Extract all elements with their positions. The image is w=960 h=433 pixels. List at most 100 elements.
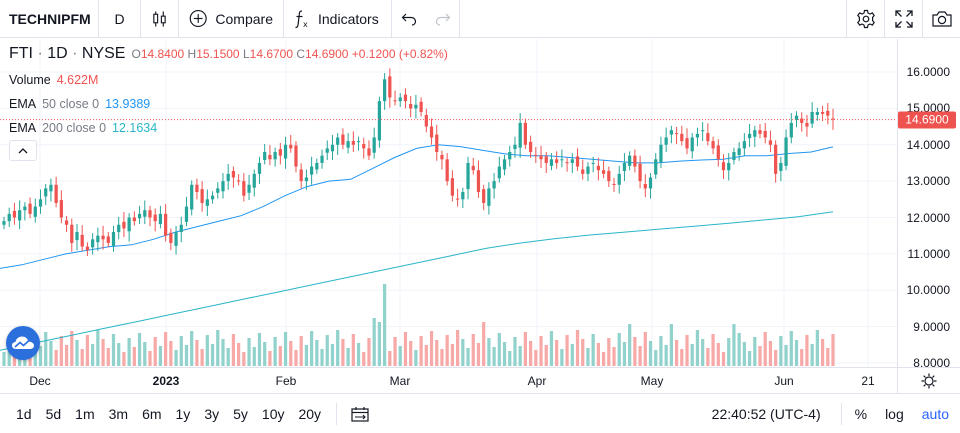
percent-toggle[interactable]: % xyxy=(854,406,868,422)
volume-bar xyxy=(210,344,215,366)
candle xyxy=(664,127,668,153)
candle xyxy=(784,129,788,171)
clock[interactable]: 22:40:52 (UTC-4) xyxy=(711,406,821,422)
redo-button[interactable] xyxy=(426,0,460,38)
indicators-button[interactable]: x Indicators xyxy=(284,0,392,38)
candle-body xyxy=(351,141,355,145)
candle-body xyxy=(278,149,282,156)
volume-bar xyxy=(325,335,329,366)
range-10y[interactable]: 10y xyxy=(261,406,285,422)
candle xyxy=(158,205,163,229)
range-1y[interactable]: 1y xyxy=(175,406,191,422)
candle xyxy=(289,134,293,153)
volume-bar xyxy=(685,335,689,366)
candle xyxy=(669,125,673,144)
range-6m[interactable]: 6m xyxy=(142,406,162,422)
cloud-chart-icon xyxy=(12,336,34,349)
candle xyxy=(523,118,527,150)
candle-body xyxy=(685,138,689,149)
range-5y[interactable]: 5y xyxy=(233,406,248,422)
volume-bar xyxy=(257,333,262,366)
candle-body xyxy=(143,210,147,217)
compare-button[interactable]: Compare xyxy=(179,0,284,38)
candle-body xyxy=(429,126,434,138)
candle xyxy=(789,113,793,144)
candle-body xyxy=(680,133,684,142)
volume-bar xyxy=(492,347,496,366)
volume-bar xyxy=(727,338,731,366)
volume-bar xyxy=(184,345,189,366)
candle xyxy=(263,144,267,165)
candle xyxy=(304,169,309,190)
legend-volume[interactable]: Volume 4.622M xyxy=(9,73,99,87)
candle xyxy=(779,156,783,182)
legend-ema200[interactable]: EMA 200 close 0 12.1634 xyxy=(9,121,158,135)
volume-bar xyxy=(195,340,199,366)
candle xyxy=(210,191,215,204)
log-toggle[interactable]: log xyxy=(885,406,904,422)
date-range-button[interactable] xyxy=(345,406,375,422)
auto-toggle[interactable]: auto xyxy=(921,406,949,422)
volume-bar xyxy=(539,336,543,366)
candle-body xyxy=(794,115,799,121)
volume-bar xyxy=(779,336,783,366)
range-5d[interactable]: 5d xyxy=(45,406,62,422)
interval-button[interactable]: D xyxy=(99,0,141,38)
candle-body xyxy=(424,114,428,127)
candle xyxy=(184,196,189,227)
candle-body xyxy=(784,137,788,166)
ema200-line xyxy=(0,211,834,351)
volume-bar xyxy=(669,324,673,366)
symbol-search-button[interactable]: TECHNIPFM xyxy=(0,0,99,38)
range-1d[interactable]: 1d xyxy=(16,406,32,422)
volume-bar xyxy=(596,343,600,366)
volume-bar xyxy=(80,349,84,366)
candle-body xyxy=(315,162,319,170)
axis-settings-button[interactable] xyxy=(897,368,960,394)
snapshot-button[interactable] xyxy=(922,0,960,38)
candle-body xyxy=(476,170,481,193)
candle xyxy=(80,225,84,251)
volume-bar xyxy=(127,338,131,366)
candle-body xyxy=(549,159,554,166)
candle xyxy=(12,202,17,225)
brand-logo[interactable] xyxy=(6,326,40,360)
candle-body xyxy=(711,141,715,149)
candle xyxy=(753,125,757,147)
volume-bar xyxy=(711,334,715,366)
candle xyxy=(581,159,585,180)
candle xyxy=(497,156,501,183)
volume-bar xyxy=(591,334,595,366)
legend-collapse-button[interactable] xyxy=(9,140,37,161)
volume-bar xyxy=(820,339,825,366)
candle-body xyxy=(419,101,423,113)
candle xyxy=(539,145,543,169)
volume-bar xyxy=(732,324,736,366)
time-axis[interactable]: Dec 2023 Feb Mar Apr May Jun 21 xyxy=(0,367,960,394)
candle xyxy=(560,149,564,168)
range-20y[interactable]: 20y xyxy=(298,406,322,422)
candle xyxy=(268,145,272,166)
candle xyxy=(800,112,804,132)
price-scale[interactable]: 16.0000 15.0000 14.0000 13.0000 12.0000 11.00… xyxy=(897,39,960,370)
volume-bar xyxy=(664,345,668,366)
candle-body xyxy=(80,234,84,247)
candle xyxy=(346,133,350,154)
undo-button[interactable] xyxy=(392,0,426,38)
range-3m[interactable]: 3m xyxy=(108,406,129,422)
volume-bar xyxy=(508,351,512,366)
settings-button[interactable] xyxy=(846,0,884,38)
candle-body xyxy=(382,79,387,102)
volume-bar xyxy=(216,330,220,366)
legend-ema50[interactable]: EMA 50 close 0 13.9389 xyxy=(9,97,151,111)
volume-bar xyxy=(424,345,428,366)
fullscreen-button[interactable] xyxy=(884,0,922,38)
candle-body xyxy=(12,210,17,218)
chart-type-button[interactable] xyxy=(141,0,179,38)
price-chart-pane[interactable] xyxy=(0,39,897,367)
candle-body xyxy=(633,155,637,167)
candle xyxy=(330,134,335,161)
range-1m[interactable]: 1m xyxy=(75,406,95,422)
range-3y[interactable]: 3y xyxy=(204,406,220,422)
volume-bar xyxy=(706,348,710,366)
